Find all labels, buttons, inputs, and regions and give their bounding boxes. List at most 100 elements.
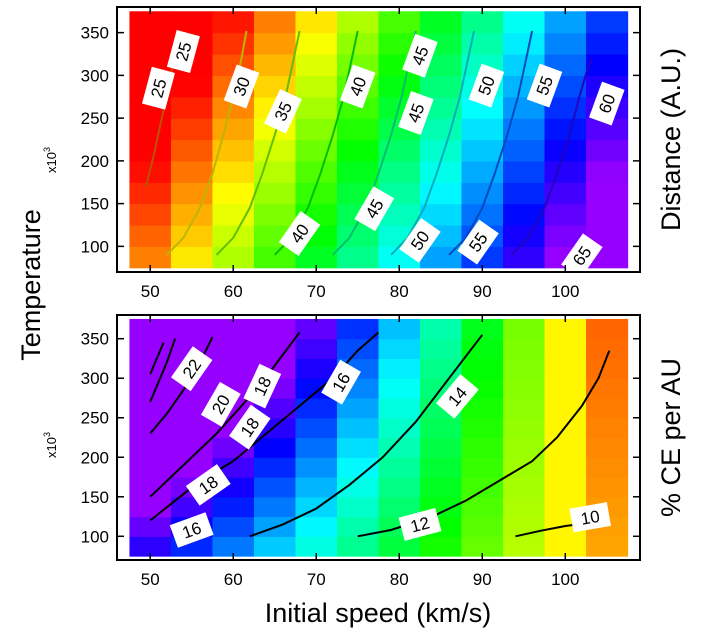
heatmap-cell xyxy=(378,417,421,439)
contour-label: 50 xyxy=(468,63,505,108)
heatmap-cell xyxy=(336,32,380,55)
heatmap-cell xyxy=(129,536,172,557)
heatmap-cell xyxy=(253,536,297,557)
y-tick-label: 250 xyxy=(81,409,109,428)
x-tick-label: 100 xyxy=(551,570,579,589)
heatmap-cell xyxy=(544,536,587,557)
heatmap-cell xyxy=(461,536,504,557)
heatmap-cell xyxy=(378,477,421,498)
heatmap-cell xyxy=(586,338,629,360)
distance-plot-frame xyxy=(116,6,641,273)
heatmap-cell xyxy=(295,358,338,379)
heatmap-cell xyxy=(295,318,338,340)
heatmap-cell xyxy=(378,457,421,478)
y-tick-label: 100 xyxy=(81,237,109,256)
heatmap-cell xyxy=(503,496,546,518)
heatmap-cell xyxy=(503,118,546,141)
y-axis-label: Temperature xyxy=(16,209,46,361)
heatmap-cell xyxy=(378,160,421,183)
contour-line xyxy=(149,342,165,375)
heatmap-cell xyxy=(295,75,338,98)
heatmap-cell xyxy=(544,477,587,498)
contour-label-box xyxy=(398,91,434,135)
heatmap-cell xyxy=(544,457,587,478)
distance-right-axis-label: Distance (A.U.) xyxy=(656,48,686,231)
heatmap-cell xyxy=(336,516,380,537)
heatmap-cell xyxy=(544,139,587,162)
heatmap-cell xyxy=(212,160,255,183)
heatmap-cell xyxy=(544,118,587,141)
heatmap-cell xyxy=(544,224,587,247)
heatmap-cell xyxy=(129,516,172,537)
heatmap-cell xyxy=(420,160,463,183)
heatmap-cell xyxy=(170,437,214,458)
contour-label: 45 xyxy=(402,33,438,78)
contour-label-box xyxy=(526,63,563,108)
heatmap-cell xyxy=(586,160,629,183)
contour-label: 10 xyxy=(569,502,611,533)
contour-label-box xyxy=(435,374,479,419)
heatmap-cell xyxy=(253,437,297,458)
heatmap-cell xyxy=(503,11,546,34)
heatmap-cell xyxy=(295,160,338,183)
heatmap-cell xyxy=(170,457,214,478)
heatmap-cell xyxy=(212,457,255,478)
y-multiplier-bottom: x103 xyxy=(42,432,59,458)
heatmap-cell xyxy=(129,224,172,247)
ce-right-axis-label: % CE per AU xyxy=(656,358,686,517)
y-tick-label: 200 xyxy=(81,152,109,171)
contour-line xyxy=(510,57,593,256)
heatmap-cell xyxy=(586,118,629,141)
heatmap-cell xyxy=(170,203,214,226)
heatmap-cell xyxy=(420,338,463,360)
heatmap-cell xyxy=(503,437,546,458)
ce-x-ticks: 50 60 70 80 90 100 xyxy=(141,315,579,589)
ce-y-ticks: 100 150 200 250 300 350 xyxy=(81,330,640,546)
heatmap-cell xyxy=(170,96,214,119)
contour-label-text: 12 xyxy=(409,513,432,536)
heatmap-cell xyxy=(336,496,380,518)
heatmap-cell xyxy=(378,11,421,34)
heatmap-cell xyxy=(336,160,380,183)
contour-label-box xyxy=(457,219,499,265)
heatmap-cell xyxy=(420,11,463,34)
x-tick-label: 80 xyxy=(390,282,409,301)
heatmap-cell xyxy=(378,318,421,340)
heatmap-cell xyxy=(420,118,463,141)
heatmap-cell xyxy=(295,118,338,141)
heatmap-cell xyxy=(295,536,338,557)
contour-label: 16 xyxy=(321,359,361,405)
heatmap-cell xyxy=(295,437,338,458)
contour-label-box xyxy=(321,359,361,405)
heatmap-cell xyxy=(295,246,338,269)
heatmap-cell xyxy=(461,358,504,379)
distance-x-ticks: 50 60 70 80 90 100 xyxy=(141,7,579,301)
heatmap-cell xyxy=(544,437,587,458)
heatmap-cell xyxy=(420,139,463,162)
heatmap-cell xyxy=(586,477,629,498)
heatmap-cell xyxy=(212,11,255,34)
heatmap-cell xyxy=(129,496,172,518)
heatmap-cell xyxy=(336,318,380,340)
heatmap-cell xyxy=(295,182,338,205)
ce-contours xyxy=(149,331,611,538)
heatmap-cell xyxy=(336,477,380,498)
contour-label: 18 xyxy=(229,404,271,450)
heatmap-cell xyxy=(503,477,546,498)
heatmap-cell xyxy=(129,118,172,141)
heatmap-cell xyxy=(503,318,546,340)
heatmap-cell xyxy=(295,496,338,518)
heatmap-cell xyxy=(586,32,629,55)
heatmap-cell xyxy=(378,139,421,162)
y-multiplier-top-exp: 3 xyxy=(42,147,52,152)
contour-label: 18 xyxy=(185,464,231,506)
contour-label-text: 25 xyxy=(147,77,170,100)
heatmap-cell xyxy=(336,246,380,269)
heatmap-cell xyxy=(295,338,338,360)
heatmap-cell xyxy=(336,457,380,478)
heatmap-cell xyxy=(378,203,421,226)
x-tick-label: 60 xyxy=(224,570,243,589)
heatmap-cell xyxy=(420,437,463,458)
heatmap-cell xyxy=(586,397,629,419)
